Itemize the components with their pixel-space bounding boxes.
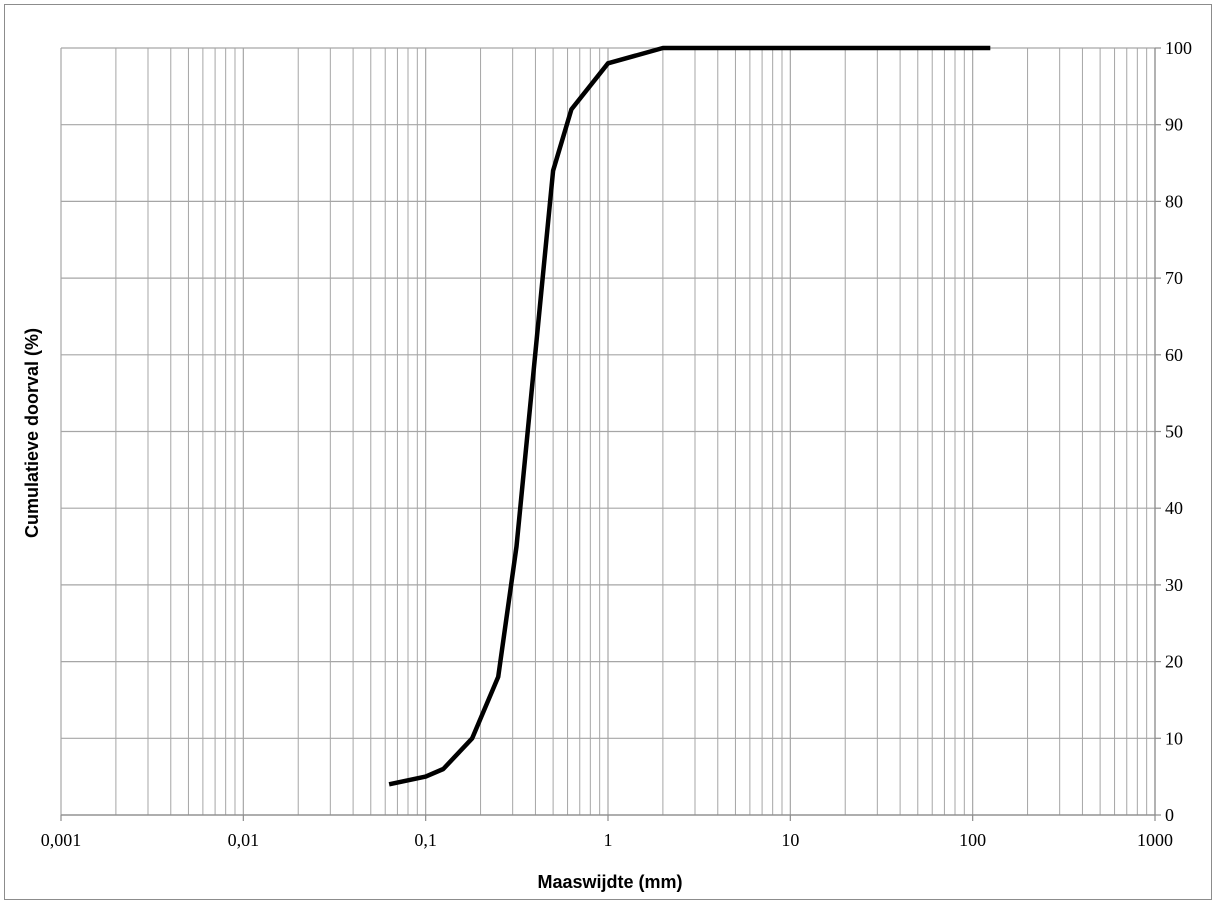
x-tick-label: 100: [959, 830, 986, 850]
y-tick-label: 0: [1165, 805, 1174, 825]
series-line: [388, 45, 991, 787]
x-tick-label: 0,01: [228, 830, 260, 850]
y-tick-label: 80: [1165, 191, 1183, 211]
x-tick-label: 1: [604, 830, 613, 850]
label-layer: 0 10 20 30 40 50 60 70 80 90 100 0,001 0,01 0,1 1 10 100…: [41, 38, 1192, 850]
x-tick-label: 0,1: [414, 830, 437, 850]
y-tick-label: 70: [1165, 268, 1183, 288]
axis-layer: [60, 47, 1161, 821]
y-tick-label: 50: [1165, 422, 1183, 442]
y-tick-label: 60: [1165, 345, 1183, 365]
x-axis-title: Maaswijdte (mm): [537, 872, 682, 892]
x-tick-label: 1000: [1137, 830, 1173, 850]
y-axis-title: Cumulatieve doorval (%): [22, 328, 42, 538]
y-tick-label: 90: [1165, 115, 1183, 135]
y-tick-label: 30: [1165, 575, 1183, 595]
x-tick-label: 10: [781, 830, 799, 850]
x-tick-label: 0,001: [41, 830, 82, 850]
y-tick-label: 100: [1165, 38, 1192, 58]
y-tick-label: 20: [1165, 652, 1183, 672]
y-tick-label: 40: [1165, 498, 1183, 518]
y-tick-label: 10: [1165, 728, 1183, 748]
series-layer: [388, 45, 991, 787]
grid-layer: [60, 47, 1156, 816]
